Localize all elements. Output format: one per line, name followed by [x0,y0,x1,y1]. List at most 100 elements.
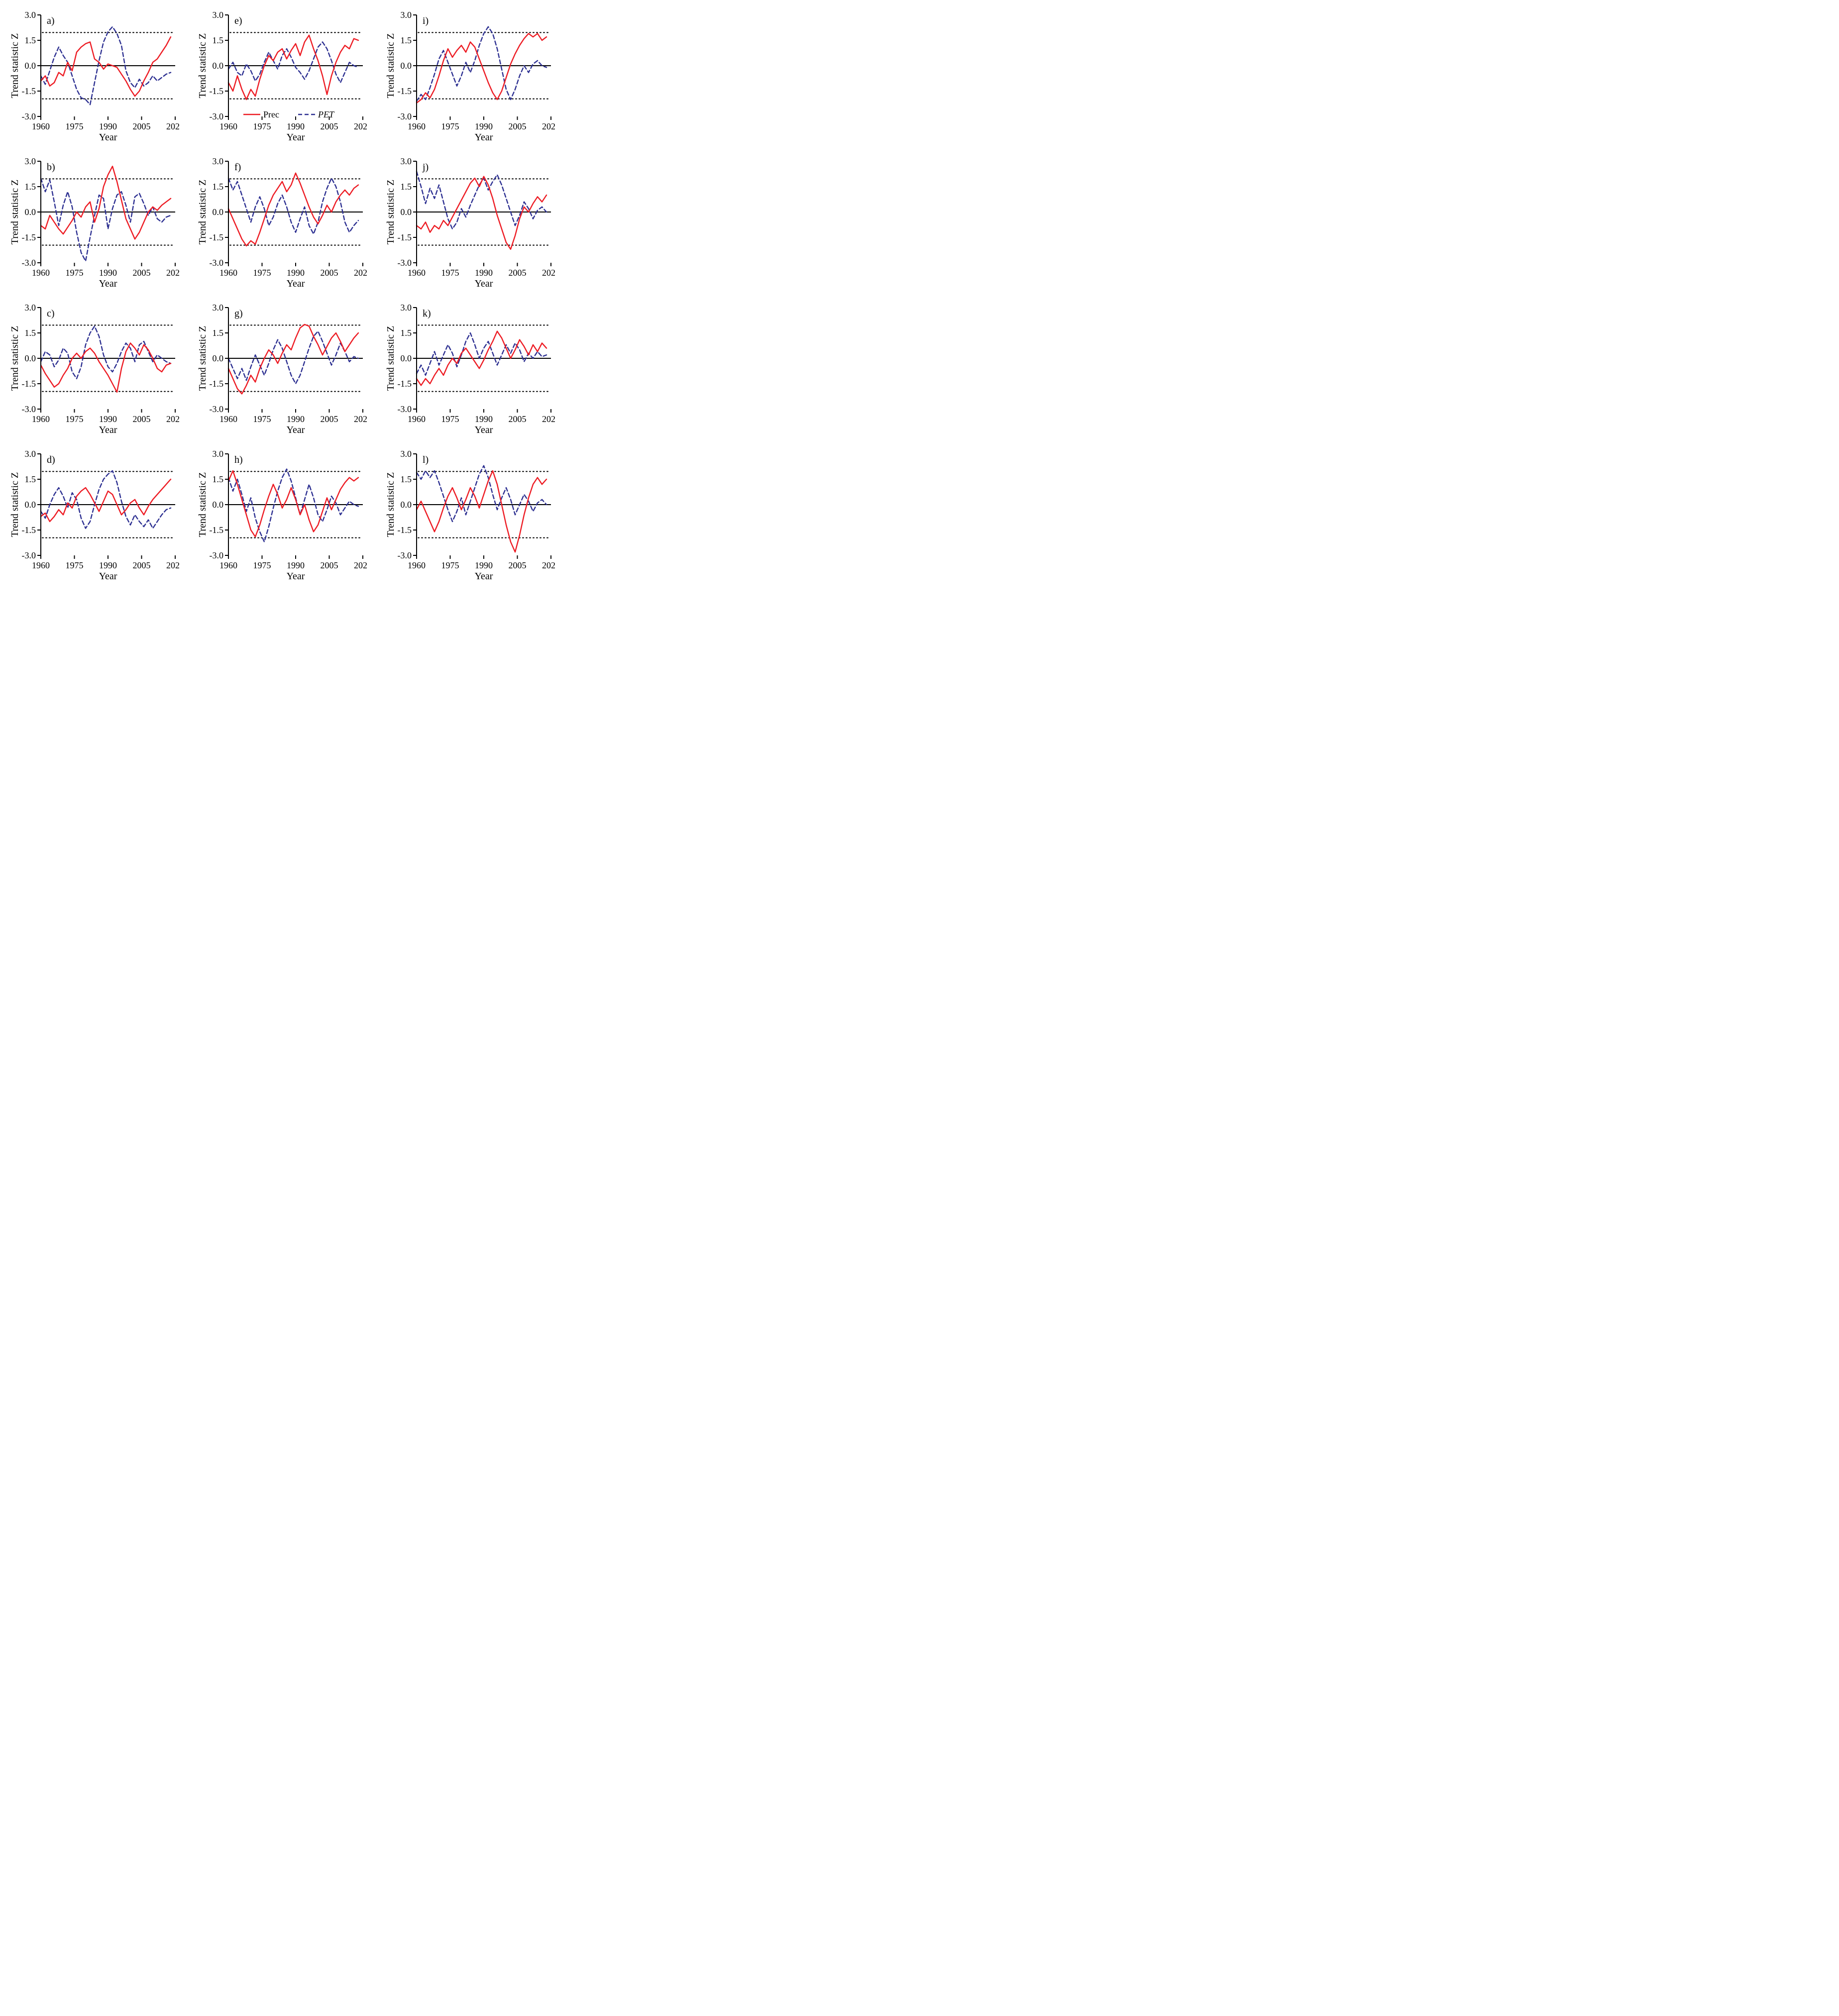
y-axis-label: Trend statistic Z [198,33,208,98]
y-tick-label: -3.0 [210,404,224,414]
y-axis-label: Trend statistic Z [198,472,208,537]
y-tick-label: 0.0 [213,207,224,217]
panel-label: j) [422,162,429,173]
x-tick-label: 2005 [321,268,338,278]
series-pet [228,469,358,542]
x-tick-label: 2005 [133,268,151,278]
y-tick-label: -1.5 [22,232,36,242]
series-prec [228,173,358,246]
x-tick-label: 2005 [508,560,526,570]
x-tick-label: 1960 [32,560,50,570]
y-tick-label: 1.5 [25,35,36,45]
panel-label: g) [234,308,243,319]
x-tick-label: 1990 [287,268,305,278]
y-tick-label: -3.0 [210,111,224,121]
series-pet [41,178,171,261]
panel-h: -3.0-1.50.01.53.019601975199020052020Yea… [198,449,369,583]
panel-k: -3.0-1.50.01.53.019601975199020052020Yea… [386,303,557,437]
panel-label: l) [423,454,429,465]
x-tick-label: 1990 [99,414,117,424]
x-tick-label: 1990 [475,414,493,424]
y-tick-label: 0.0 [213,61,224,71]
y-axis-label: Trend statistic Z [198,326,208,391]
y-tick-label: -1.5 [22,86,36,96]
x-tick-label: 2020 [166,121,179,131]
panel-label: d) [47,454,55,465]
panel-label: b) [47,162,55,173]
x-tick-label: 1975 [441,560,459,570]
y-axis-label: Trend statistic Z [10,472,20,537]
y-tick-label: 0.0 [400,500,412,510]
x-tick-label: 1960 [408,560,426,570]
x-tick-label: 1960 [32,268,50,278]
series-pet [417,171,546,229]
panel-l: -3.0-1.50.01.53.019601975199020052020Yea… [386,449,557,583]
x-tick-label: 1960 [219,414,237,424]
y-tick-label: -3.0 [22,404,36,414]
x-tick-label: 1990 [99,121,117,131]
y-tick-label: -1.5 [397,525,412,535]
y-tick-label: -1.5 [210,232,224,242]
y-tick-label: 3.0 [25,156,36,166]
x-tick-label: 2005 [508,414,526,424]
x-axis-label: Year [287,278,305,289]
y-tick-label: 0.0 [25,61,36,71]
y-tick-label: -3.0 [397,111,412,121]
x-tick-label: 1960 [408,414,426,424]
y-axis-label: Trend statistic Z [198,180,208,244]
y-tick-label: 3.0 [25,10,36,20]
series-pet [228,178,358,234]
series-pet [41,471,171,529]
x-tick-label: 2020 [354,560,367,570]
x-tick-label: 1990 [475,121,493,131]
x-tick-label: 2020 [542,560,555,570]
x-tick-label: 2005 [133,560,151,570]
series-prec [41,479,171,522]
x-tick-label: 2005 [321,560,338,570]
x-axis-label: Year [99,424,117,435]
y-tick-label: -3.0 [397,258,412,268]
x-tick-label: 1960 [32,414,50,424]
panel-d: -3.0-1.50.01.53.019601975199020052020Yea… [10,449,182,583]
x-tick-label: 2005 [321,414,338,424]
x-tick-label: 2020 [354,414,367,424]
series-pet [41,326,171,378]
y-tick-label: 0.0 [400,61,412,71]
series-prec [417,471,546,552]
panel-b: -3.0-1.50.01.53.019601975199020052020Yea… [10,156,182,291]
x-axis-label: Year [287,424,305,435]
panel-label: f) [234,162,241,173]
x-axis-label: Year [99,571,117,582]
x-tick-label: 1990 [475,560,493,570]
y-tick-label: 3.0 [400,156,412,166]
y-tick-label: 0.0 [400,207,412,217]
y-tick-label: 1.5 [213,35,224,45]
legend-label-prec: Prec [263,109,279,119]
y-axis-label: Trend statistic Z [386,472,396,537]
series-prec [41,166,171,239]
x-tick-label: 1960 [219,560,237,570]
y-tick-label: 1.5 [25,182,36,192]
y-tick-label: 3.0 [213,10,224,20]
x-tick-label: 2020 [542,414,555,424]
x-axis-label: Year [287,132,305,143]
x-tick-label: 1960 [408,268,426,278]
y-tick-label: 1.5 [400,474,412,484]
x-tick-label: 1975 [253,268,271,278]
panel-i: -3.0-1.50.01.53.019601975199020052020Yea… [386,10,557,144]
x-tick-label: 1960 [408,121,426,131]
series-prec [41,37,171,96]
x-tick-label: 2005 [321,121,338,131]
y-axis-label: Trend statistic Z [386,326,396,391]
x-axis-label: Year [287,571,305,582]
y-tick-label: -3.0 [210,550,224,560]
x-tick-label: 1975 [253,121,271,131]
y-tick-label: 1.5 [400,182,412,192]
y-tick-label: 3.0 [213,156,224,166]
y-tick-label: 3.0 [213,303,224,313]
y-axis-label: Trend statistic Z [386,33,396,98]
x-tick-label: 1990 [99,560,117,570]
y-tick-label: 3.0 [25,303,36,313]
x-tick-label: 1975 [253,414,271,424]
x-tick-label: 2005 [133,414,151,424]
